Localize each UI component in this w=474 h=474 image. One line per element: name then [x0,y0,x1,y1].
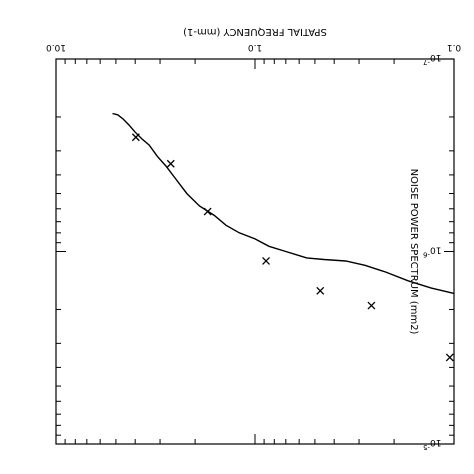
x-tick-label: 10.0 [46,42,66,52]
plot-group: 0.1 1.0 10.0 10-7 10-6 10-5 SPATIAL FREQUENC… [46,26,461,451]
data-point-marker [131,133,140,142]
marker-stroke [316,286,325,295]
y-tick-label: 10-7 [423,52,441,66]
y-tick-label: 10-5 [423,437,441,451]
marker-stroke [445,353,454,362]
data-point-marker [262,257,271,265]
y-axis-label: NOISE POWER SPECTRUM (mm2) [408,169,419,335]
marker-stroke [131,133,140,142]
data-point-marker [203,207,212,216]
x-tick-label: 0.1 [447,42,461,52]
marker-stroke [367,301,376,310]
y-tick-label: 10-6 [422,245,441,259]
y-tick-labels: 10-7 10-6 10-5 [422,52,441,451]
data-point-marker [367,301,376,310]
data-point-marker [166,159,175,168]
plot-frame [55,58,455,445]
marker-stroke [203,207,212,216]
x-axis-label: SPATIAL FREQUENCY (mm-1) [183,26,327,37]
marker-stroke [262,257,271,265]
marker-stroke [166,159,175,168]
data-point-marker [445,353,454,362]
x-tick-label: 1.0 [248,42,263,52]
x-tick-labels: 0.1 1.0 10.0 [46,42,461,52]
series-line [112,112,455,295]
series-layer [112,112,455,362]
data-point-marker [316,286,325,295]
axis-ticks [55,58,455,444]
